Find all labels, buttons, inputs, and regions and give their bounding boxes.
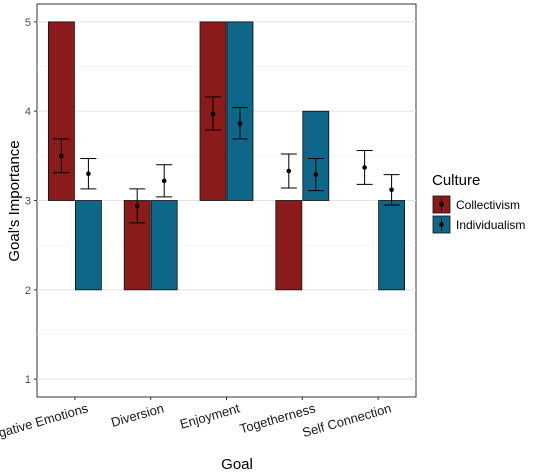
bar-individualism	[150, 200, 178, 291]
mean-point	[286, 168, 292, 174]
x-tick-label: Enjoyment	[178, 400, 242, 431]
y-tick-label: 4	[25, 106, 31, 118]
mean-point	[134, 203, 140, 209]
legend-key-point	[439, 222, 444, 227]
y-axis-title: Goal's Importance	[6, 140, 23, 261]
mean-point	[59, 153, 64, 159]
mean-point	[362, 165, 367, 170]
y-tick-label: 5	[25, 17, 31, 29]
mean-point	[237, 121, 243, 126]
mean-point	[86, 171, 91, 177]
x-axis-ticks: Venting Negative Emotions Diversion Enjoym…	[0, 397, 393, 458]
bar-individualism	[75, 200, 102, 291]
legend-title: Culture	[432, 172, 480, 189]
x-tick-label: Diversion	[109, 400, 165, 429]
y-tick-label: 2	[25, 285, 31, 297]
bars	[48, 21, 406, 291]
legend: Culture Collectivism Individualism	[432, 172, 525, 234]
bar-individualism	[378, 200, 406, 291]
mean-point	[210, 111, 216, 117]
error-bars	[53, 96, 400, 224]
mean-point	[389, 187, 394, 193]
x-axis-title: Goal	[221, 456, 253, 473]
bar-collectivism	[48, 21, 75, 201]
y-tick-label: 3	[25, 196, 31, 208]
legend-label: Individualism	[456, 218, 525, 232]
legend-label: Collectivism	[456, 198, 520, 212]
bar-collectivism	[275, 200, 303, 291]
mean-point	[161, 178, 167, 184]
legend-key-point	[439, 202, 444, 207]
mean-point	[313, 172, 319, 177]
y-tick-label: 1	[25, 374, 31, 386]
x-tick-label: Venting Negative Emotions	[0, 400, 90, 458]
y-axis-ticks: 1 2 3 4 5	[25, 17, 37, 386]
